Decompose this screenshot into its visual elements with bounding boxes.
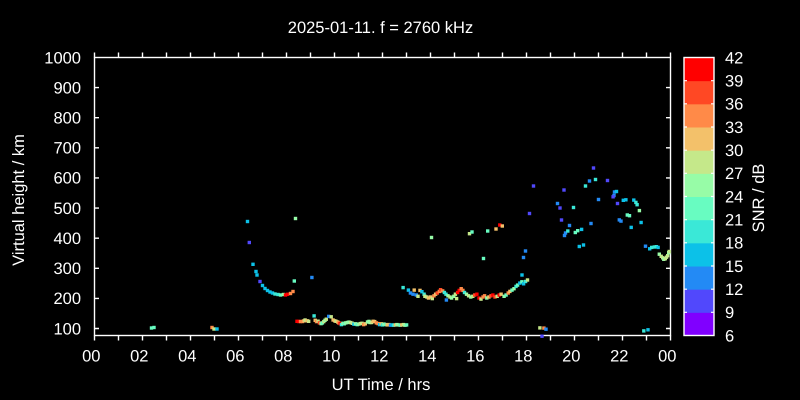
svg-text:9: 9 [725,304,734,322]
svg-text:400: 400 [53,230,81,248]
svg-text:39: 39 [725,72,743,90]
svg-text:18: 18 [514,348,532,366]
svg-text:22: 22 [610,348,628,366]
svg-text:27: 27 [725,165,743,183]
svg-text:200: 200 [53,290,81,308]
svg-text:SNR / dB: SNR / dB [750,164,768,233]
svg-text:04: 04 [178,348,196,366]
svg-text:900: 900 [53,79,81,97]
svg-text:300: 300 [53,260,81,278]
svg-text:2025-01-11. f = 2760 kHz: 2025-01-11. f = 2760 kHz [288,19,473,37]
svg-text:12: 12 [370,348,388,366]
svg-text:800: 800 [53,110,81,128]
svg-text:600: 600 [53,170,81,188]
svg-text:21: 21 [725,211,743,229]
svg-text:14: 14 [418,348,436,366]
svg-text:6: 6 [725,327,734,345]
svg-text:12: 12 [725,281,743,299]
svg-text:20: 20 [562,348,580,366]
svg-text:10: 10 [322,348,340,366]
svg-text:36: 36 [725,96,743,114]
svg-text:00: 00 [658,348,676,366]
svg-text:15: 15 [725,258,743,276]
svg-text:02: 02 [130,348,148,366]
svg-text:06: 06 [226,348,244,366]
svg-text:08: 08 [274,348,292,366]
svg-text:100: 100 [53,320,81,338]
svg-text:30: 30 [725,142,743,160]
svg-text:24: 24 [725,188,743,206]
svg-text:UT Time / hrs: UT Time / hrs [332,376,431,394]
svg-text:500: 500 [53,200,81,218]
svg-text:700: 700 [53,140,81,158]
svg-text:1000: 1000 [44,49,81,67]
svg-text:42: 42 [725,49,743,67]
svg-text:33: 33 [725,119,743,137]
svg-text:18: 18 [725,235,743,253]
svg-text:Virtual height / km: Virtual height / km [10,134,28,266]
svg-text:00: 00 [82,348,100,366]
svg-text:16: 16 [466,348,484,366]
